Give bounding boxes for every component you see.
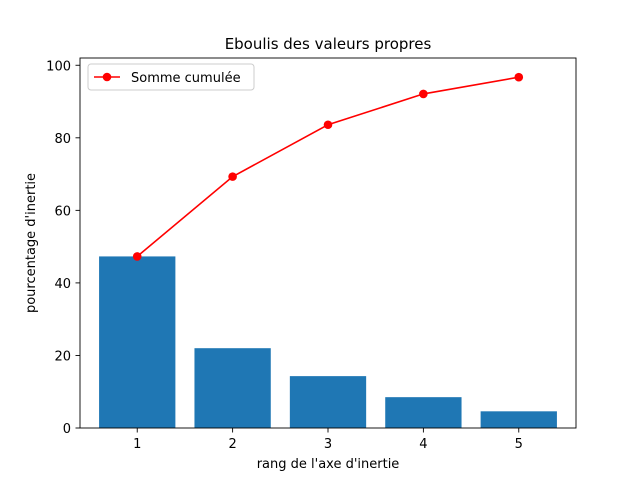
bar-3 bbox=[289, 376, 367, 428]
y-tick-label: 40 bbox=[54, 277, 71, 292]
cumulative-point-5 bbox=[514, 72, 524, 82]
x-tick-label: 3 bbox=[324, 437, 332, 452]
bars-layer bbox=[99, 256, 557, 428]
cumulative-point-1 bbox=[132, 252, 142, 261]
bar-4 bbox=[385, 397, 462, 428]
legend: Somme cumulée bbox=[87, 63, 255, 91]
chart-title: Eboulis des valeurs propres bbox=[225, 35, 432, 53]
x-tick-label: 4 bbox=[419, 437, 427, 452]
ticks-layer: 1 2 3 4 5 0 20 40 60 80 100 bbox=[46, 59, 523, 452]
x-tick-label: 5 bbox=[515, 437, 523, 452]
y-tick-label: 80 bbox=[54, 132, 71, 147]
x-tick-label: 2 bbox=[228, 437, 236, 452]
y-tick-label: 20 bbox=[54, 349, 71, 364]
y-tick-label: 0 bbox=[63, 422, 71, 437]
legend-marker bbox=[102, 72, 112, 82]
legend-label: Somme cumulée bbox=[131, 71, 241, 86]
cumulative-point-4 bbox=[419, 89, 428, 99]
x-tick-label: 1 bbox=[133, 437, 141, 452]
bar-5 bbox=[480, 411, 557, 428]
cumulative-point-3 bbox=[323, 120, 333, 130]
y-tick-label: 100 bbox=[46, 59, 71, 74]
cumulative-point-2 bbox=[228, 172, 237, 181]
line-layer bbox=[132, 72, 524, 261]
y-axis-label: pourcentage d'inertie bbox=[24, 173, 39, 313]
legend-box bbox=[87, 63, 255, 91]
bar-2 bbox=[194, 348, 271, 428]
y-tick-label: 60 bbox=[54, 204, 71, 219]
bar-1 bbox=[99, 256, 176, 428]
x-axis-label: rang de l'axe d'inertie bbox=[257, 457, 400, 472]
